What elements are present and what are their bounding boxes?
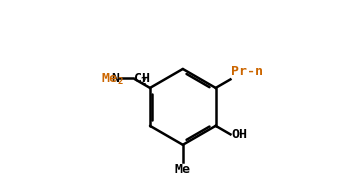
Text: 2: 2 [140,77,146,86]
Text: N: N [111,72,119,85]
Text: 2: 2 [117,77,122,86]
Text: Me: Me [175,163,191,176]
Text: Me: Me [101,72,117,85]
Text: CH: CH [134,72,150,85]
Text: OH: OH [232,128,247,141]
Text: Pr-n: Pr-n [232,66,263,79]
